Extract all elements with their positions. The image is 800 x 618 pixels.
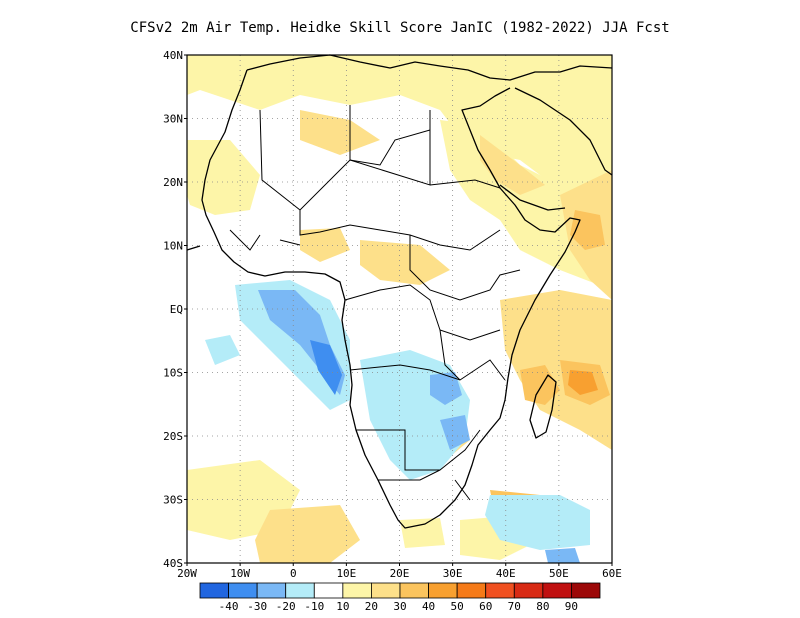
lon-tick-label: 20E xyxy=(390,567,410,580)
colorbar-label: 10 xyxy=(336,600,349,613)
colorbar-swatch xyxy=(571,582,601,599)
coastlines xyxy=(186,54,613,529)
colorbar xyxy=(199,582,601,599)
lon-tick-label: 10W xyxy=(230,567,250,580)
lon-tick-label: 60E xyxy=(602,567,622,580)
colorbar-swatch xyxy=(542,582,572,599)
country-borders xyxy=(229,105,521,501)
colorbar-label: 30 xyxy=(393,600,406,613)
lat-tick-label: 40N xyxy=(163,49,183,62)
colorbar-label: 60 xyxy=(479,600,492,613)
colorbar-label: -10 xyxy=(304,600,324,613)
lat-tick-label: 10N xyxy=(163,240,183,253)
colorbar-swatch xyxy=(399,582,429,599)
colorbar-swatch xyxy=(313,582,344,599)
shading-layer xyxy=(187,55,612,563)
colorbar-label: 90 xyxy=(565,600,578,613)
negative-skill-patches xyxy=(205,280,590,563)
colorbar-label: 70 xyxy=(508,600,521,613)
colorbar-label: -20 xyxy=(276,600,296,613)
latitude-labels: 40N 30N 20N 10N EQ 10S 20S 30S 40S xyxy=(163,49,187,570)
lon-tick-label: 40E xyxy=(496,567,516,580)
lon-tick-label: 30E xyxy=(443,567,463,580)
colorbar-label: 50 xyxy=(451,600,464,613)
colorbar-swatch xyxy=(371,582,401,599)
lat-tick-label: 20N xyxy=(163,176,183,189)
colorbar-swatch xyxy=(256,582,287,599)
colorbar-labels: -40 -30 -20 -10 10 20 30 40 50 60 70 80 90 xyxy=(219,600,578,613)
lat-tick-label: 40S xyxy=(163,557,183,570)
lat-tick-label: 30S xyxy=(163,494,183,507)
colorbar-label: -30 xyxy=(247,600,267,613)
map-title: CFSv2 2m Air Temp. Heidke Skill Score Ja… xyxy=(130,20,670,36)
colorbar-swatch xyxy=(342,582,372,599)
colorbar-swatch xyxy=(199,582,229,599)
longitude-labels: 20W 10W 0 10E 20E 30E 40E 50E 60E xyxy=(177,563,622,580)
colorbar-swatch xyxy=(228,582,258,599)
colorbar-swatch xyxy=(285,582,315,599)
lon-tick-label: 50E xyxy=(549,567,569,580)
lat-tick-label: 30N xyxy=(163,113,183,126)
colorbar-label: 80 xyxy=(536,600,549,613)
lat-tick-label: 20S xyxy=(163,430,183,443)
lon-tick-label: 0 xyxy=(290,567,297,580)
colorbar-swatch xyxy=(456,582,487,599)
lat-tick-label: 10S xyxy=(163,367,183,380)
lat-tick-label: EQ xyxy=(170,303,183,316)
graticule xyxy=(187,55,612,563)
colorbar-label: 20 xyxy=(365,600,378,613)
colorbar-swatch xyxy=(513,582,544,599)
colorbar-swatch xyxy=(485,582,515,599)
lon-tick-label: 20W xyxy=(177,567,197,580)
positive-skill-patches xyxy=(187,55,612,563)
colorbar-swatch xyxy=(428,582,458,599)
lon-tick-label: 10E xyxy=(336,567,356,580)
colorbar-label: -40 xyxy=(219,600,239,613)
colorbar-label: 40 xyxy=(422,600,435,613)
